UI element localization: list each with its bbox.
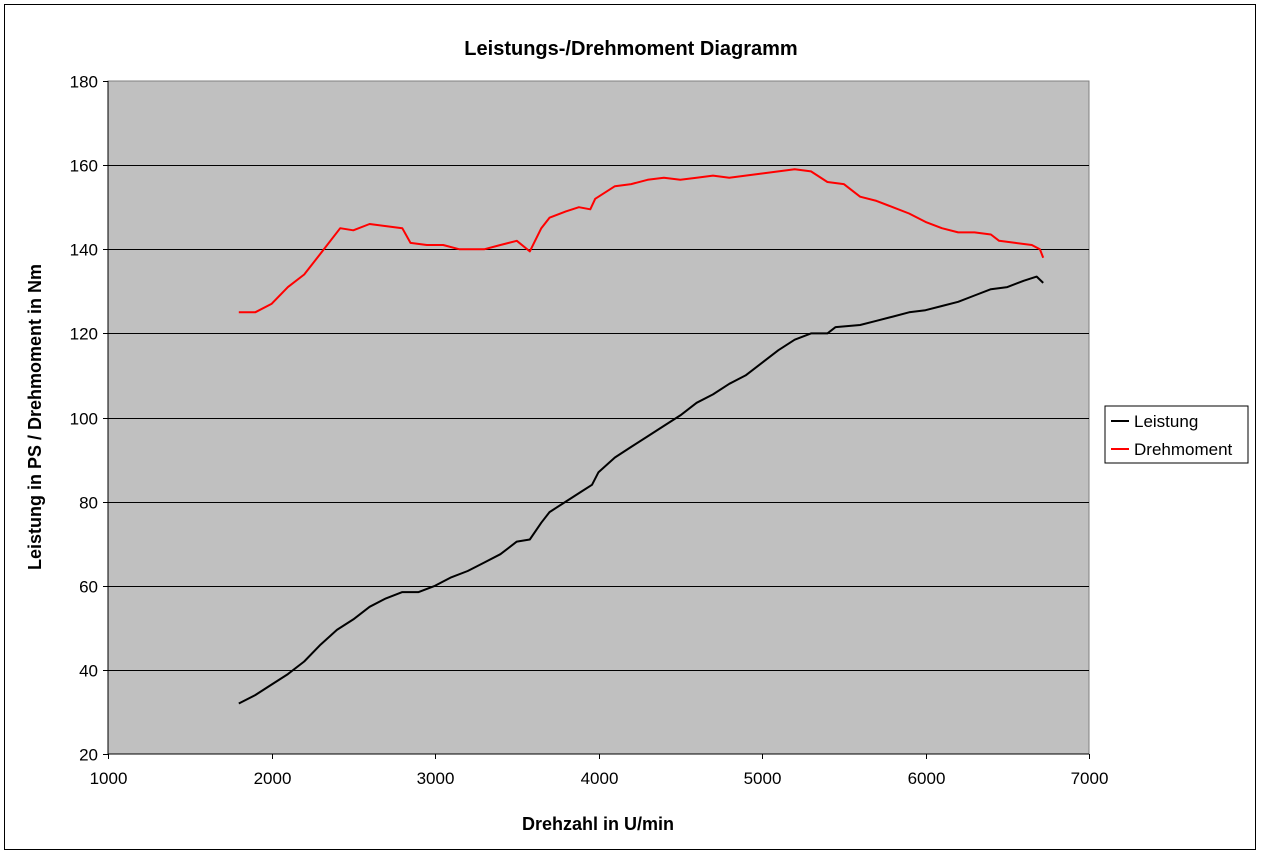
x-axis: 1000 2000 3000 4000 5000 6000 7000 [90,753,1109,788]
legend-label-leistung: Leistung [1134,412,1198,431]
series-line-drehmoment [238,168,1045,314]
y-tick-label: 120 [70,325,98,344]
y-axis-label: Leistung in PS / Drehmoment in Nm [25,264,45,570]
plot-area [107,80,1090,755]
grid-lines [108,165,1089,671]
x-axis-label: Drehzahl in U/min [522,814,674,834]
legend: Leistung Drehmoment [1104,405,1249,464]
y-tick-label: 160 [70,157,98,176]
x-tick-label: 7000 [1071,769,1109,788]
series-line-leistung [238,275,1044,705]
x-tick-label: 6000 [908,769,946,788]
y-tick-label: 100 [70,410,98,429]
x-tick-label: 4000 [581,769,619,788]
legend-box [1104,405,1249,464]
y-axis: 20 40 60 80 100 120 140 160 180 [70,73,109,765]
chart-title: Leistungs-/Drehmoment Diagramm [464,38,797,60]
x-tick-label: 1000 [90,769,128,788]
x-tick-label: 2000 [254,769,292,788]
y-tick-label: 180 [70,73,98,92]
legend-label-drehmoment: Drehmoment [1134,440,1233,459]
y-tick-label: 40 [79,662,98,681]
x-tick-label: 5000 [744,769,782,788]
y-tick-label: 80 [79,494,98,513]
y-tick-label: 140 [70,241,98,260]
series-lines [238,168,1045,705]
y-tick-label: 20 [79,746,98,765]
x-tick-label: 3000 [417,769,455,788]
y-tick-label: 60 [79,578,98,597]
